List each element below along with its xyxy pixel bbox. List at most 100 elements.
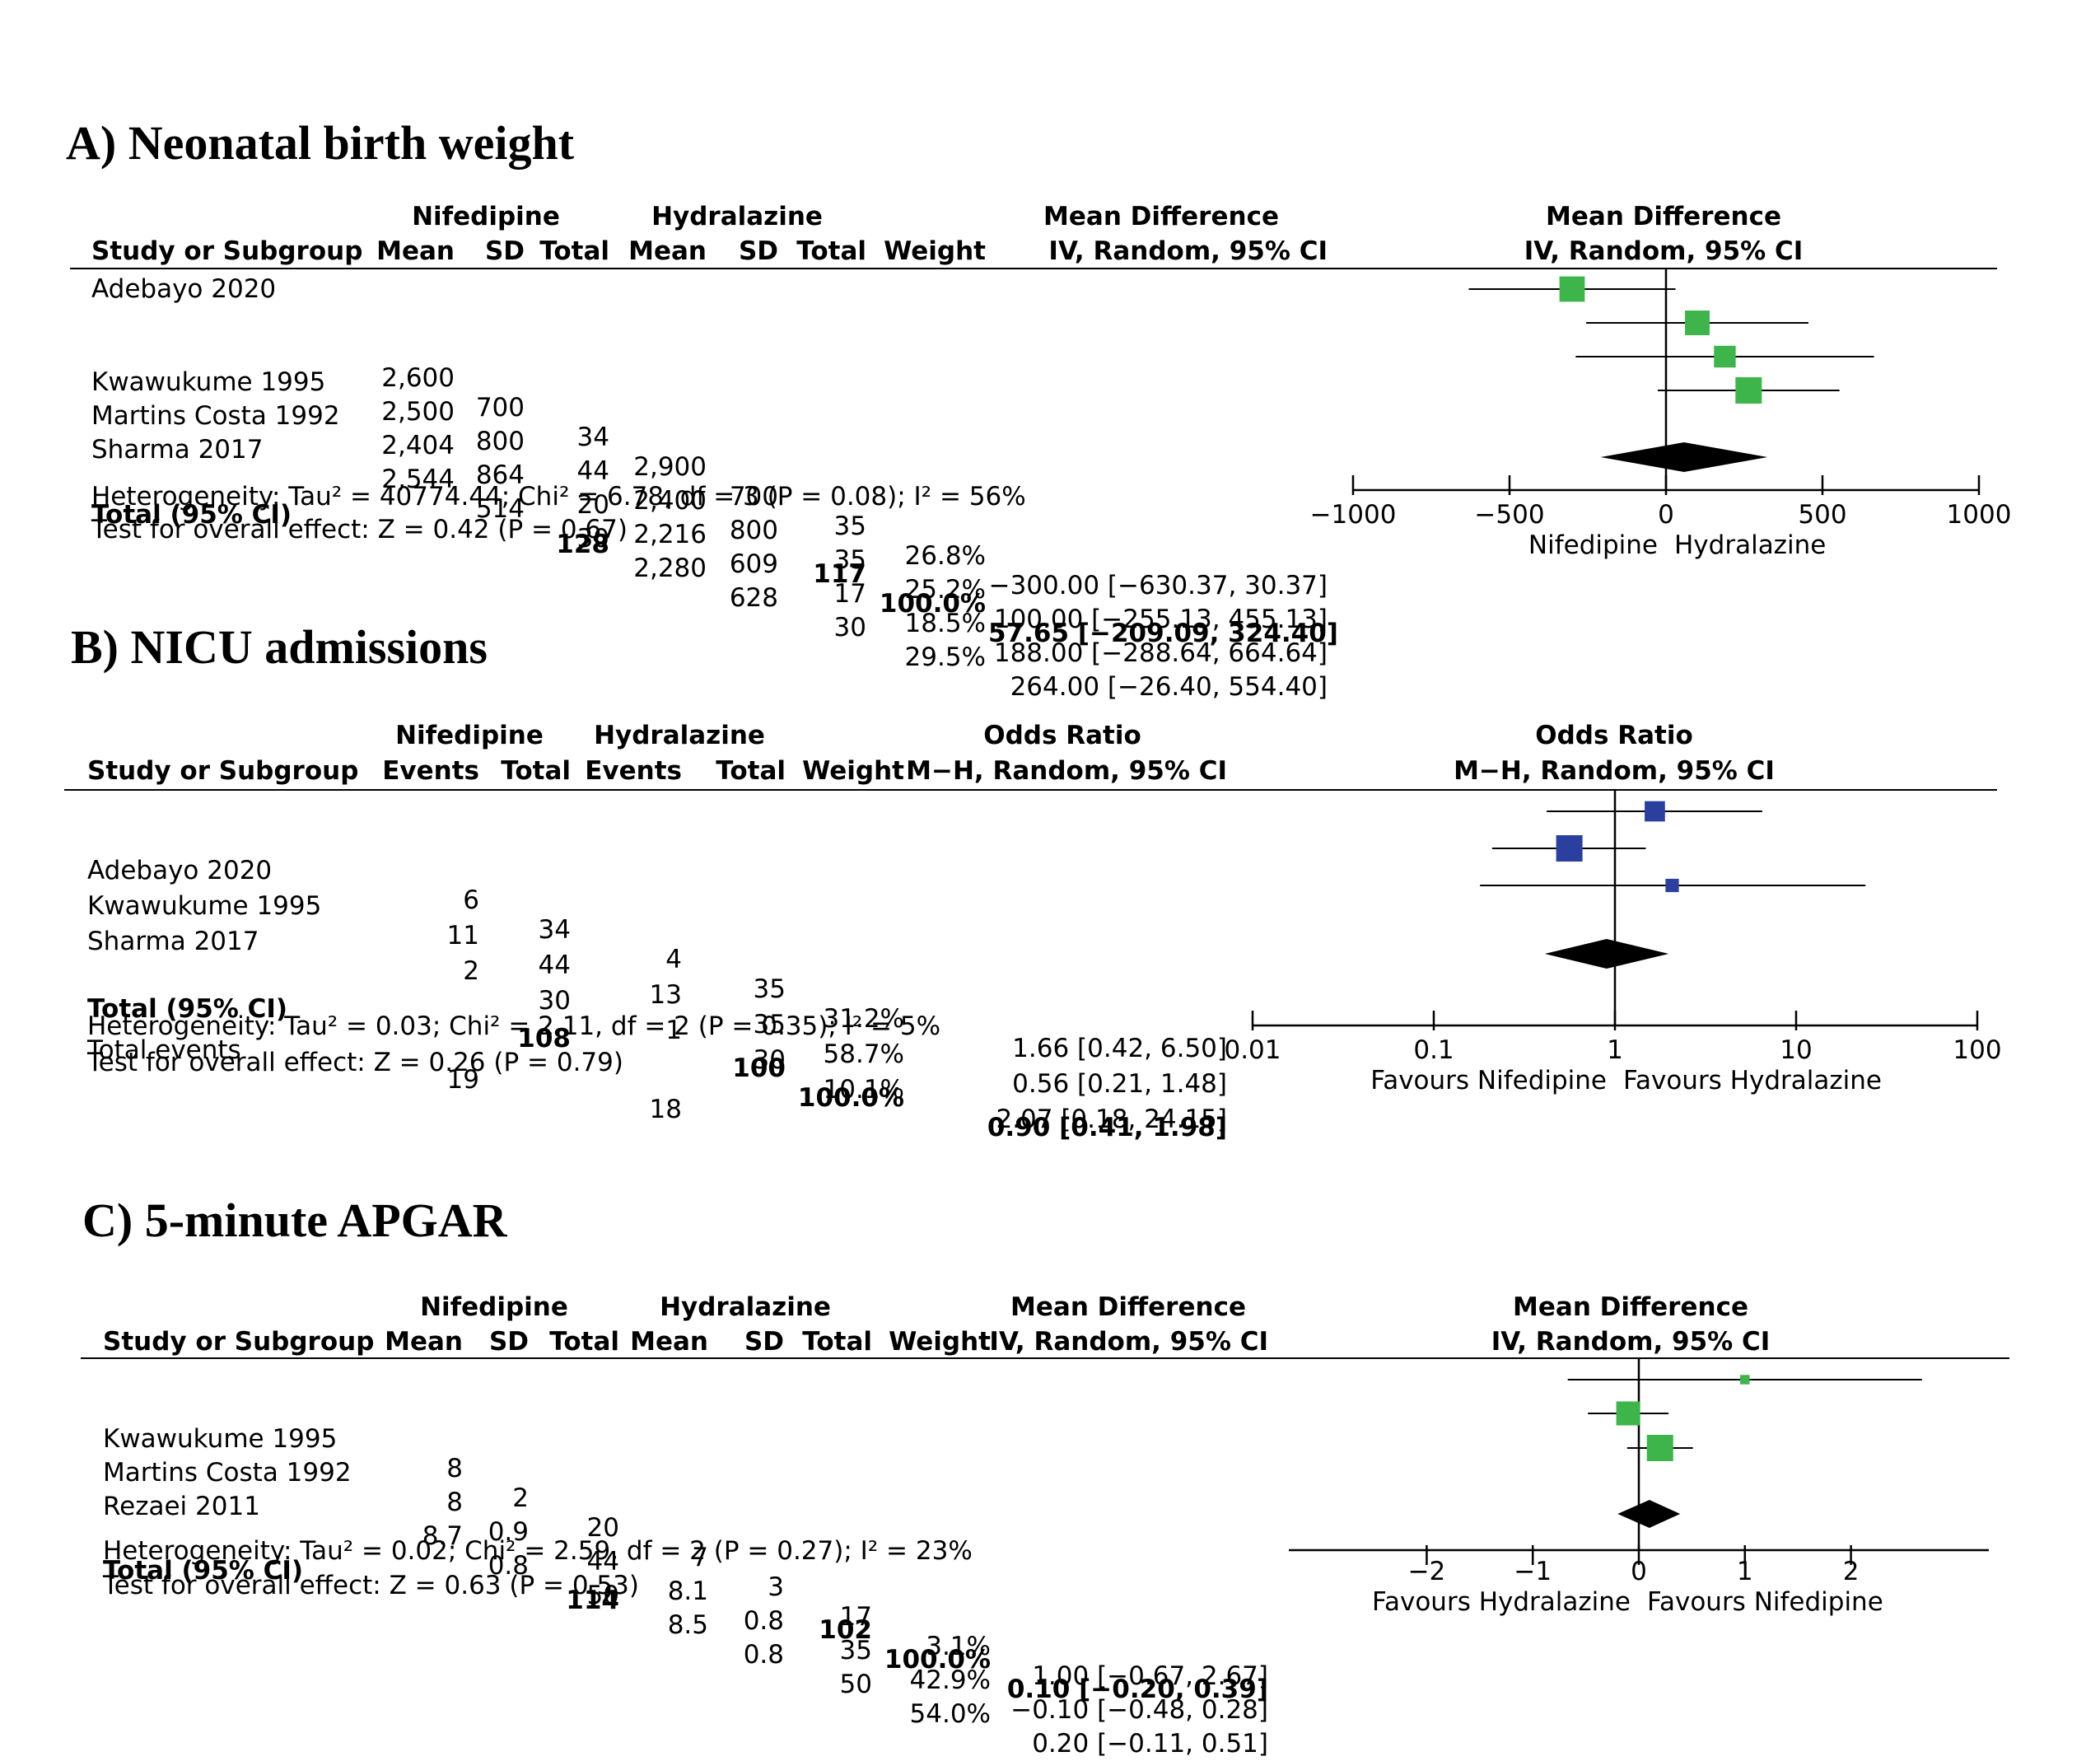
group2-header: Hydralazine bbox=[651, 202, 823, 231]
study-name: Kwawukume 1995 bbox=[103, 1424, 338, 1454]
effect-header-subtitle: IV, Random, 95% CI bbox=[1048, 236, 1328, 266]
g1-total-events: 19 bbox=[446, 1065, 479, 1095]
g1-total: 44 bbox=[576, 456, 609, 486]
effect-ci: 100.00 [−255.13, 455.13] bbox=[993, 605, 1328, 634]
g2-sd: 609 bbox=[729, 549, 778, 579]
heterogeneity-note: Heterogeneity: Tau² = 40774.44; Chi² = 6… bbox=[91, 482, 1026, 511]
x-tick-label: 1 bbox=[1607, 1035, 1623, 1065]
g1-total-header: Total bbox=[501, 756, 571, 786]
g2-events: 1 bbox=[665, 1016, 682, 1045]
g2-sd: 3 bbox=[768, 1572, 784, 1602]
x-tick-label: 500 bbox=[1798, 500, 1846, 530]
g1-sd: 700 bbox=[475, 393, 525, 423]
g2-mean: 8.1 bbox=[667, 1576, 708, 1606]
g1-sd: 0.8 bbox=[488, 1551, 529, 1581]
study-point bbox=[1685, 311, 1710, 335]
g2-total: 30 bbox=[833, 613, 866, 642]
g2-mean: 2,216 bbox=[633, 520, 707, 549]
g1-mean: 8.7 bbox=[422, 1521, 463, 1551]
g1-sd: 2 bbox=[512, 1483, 529, 1513]
plot-header-subtitle: M−H, Random, 95% CI bbox=[1454, 756, 1775, 786]
g1-total-header: Total bbox=[549, 1327, 619, 1357]
g1-sd: 800 bbox=[475, 427, 525, 456]
overall-effect-note: Test for overall effect: Z = 0.42 (P = 0… bbox=[91, 515, 628, 544]
plot-header-subtitle: IV, Random, 95% CI bbox=[1491, 1327, 1771, 1357]
g1-total: 34 bbox=[538, 915, 571, 945]
study-row: Martins Costa 1992 2,404 864 20 2,216 60… bbox=[0, 344, 1359, 666]
effect-header-title: Mean Difference bbox=[1010, 1292, 1246, 1322]
x-tick-label: 0.01 bbox=[1224, 1035, 1281, 1065]
group2-header: Hydralazine bbox=[594, 721, 765, 750]
study-row: Sharma 2017 2,544 514 30 2,280 628 30 29… bbox=[0, 378, 1359, 700]
study-point bbox=[1645, 801, 1665, 822]
effect-ci: 1.66 [0.42, 6.50] bbox=[1012, 1034, 1227, 1063]
total-weight: 100.0% bbox=[884, 1645, 991, 1675]
g2-total: 35 bbox=[833, 511, 866, 541]
study-name: Adebayo 2020 bbox=[87, 856, 273, 885]
x-tick-label: 2 bbox=[1843, 1557, 1860, 1586]
study-name: Adebayo 2020 bbox=[91, 274, 277, 304]
total-row: Total (95% CI) 128 117 100.0% 57.65 [−20… bbox=[0, 443, 1359, 647]
g2-events: 13 bbox=[649, 980, 682, 1010]
x-tick-label: −1 bbox=[1514, 1557, 1552, 1586]
weight: 25.2% bbox=[904, 575, 986, 605]
g1-events-header: Events bbox=[382, 756, 479, 786]
g2-sd: 0.8 bbox=[743, 1640, 784, 1670]
plot-header-title: Mean Difference bbox=[1546, 202, 1781, 231]
panel-a-table: Nifedipine Hydralazine Mean Difference M… bbox=[0, 0, 2100, 700]
panel-c-forest-plot: −2 −1 0 1 2 Favours Hydralazine Favours Nifedi… bbox=[1289, 1357, 1989, 1617]
g2-mean: 2,280 bbox=[633, 554, 707, 583]
weight: 18.5% bbox=[904, 609, 986, 638]
total-label: Total (95% CI) bbox=[103, 1556, 304, 1586]
g1-total-header: Total bbox=[539, 236, 609, 266]
favours-left-label: Nifedipine bbox=[1528, 530, 1658, 560]
g1-total: 30 bbox=[538, 986, 571, 1016]
effect-ci: 0.56 [0.21, 1.48] bbox=[1012, 1069, 1227, 1099]
plot-header-subtitle: IV, Random, 95% CI bbox=[1524, 236, 1804, 266]
g1-total: 44 bbox=[538, 951, 571, 980]
g2-mean: 2,900 bbox=[633, 452, 707, 482]
study-column-header: Study or Subgroup bbox=[87, 756, 359, 786]
g2-mean: 2,400 bbox=[633, 486, 707, 516]
study-point bbox=[1616, 1401, 1640, 1426]
weight: 31.2% bbox=[823, 1004, 904, 1034]
g2-total: 17 bbox=[839, 1602, 872, 1632]
x-tick-label: 1000 bbox=[1947, 500, 2012, 530]
pooled-diamond bbox=[1544, 939, 1669, 969]
study-point bbox=[1559, 276, 1585, 302]
study-name: Rezaei 2011 bbox=[103, 1492, 260, 1521]
group1-header: Nifedipine bbox=[395, 721, 544, 750]
g2-total: 50 bbox=[839, 1670, 872, 1699]
panel-b-forest-plot: 0.01 0.1 1 10 100 Favours Nifedipine Favours H… bbox=[1224, 789, 2002, 1095]
favours-right-label: Hydralazine bbox=[1674, 530, 1826, 560]
group2-header: Hydralazine bbox=[660, 1292, 831, 1322]
g2-sd: 628 bbox=[729, 583, 778, 613]
g1-mean-header: Mean bbox=[376, 236, 455, 266]
x-tick-label: 0 bbox=[1631, 1557, 1647, 1586]
panel-b-table: Nifedipine Hydralazine Odds Ratio Odds R… bbox=[0, 721, 1775, 1141]
total-row: Total (95% CI) 114 102 100.0% 0.10 [−0.2… bbox=[0, 1499, 1276, 1703]
effect-ci: 0.20 [−0.11, 0.51] bbox=[1032, 1729, 1268, 1759]
effect-header-subtitle: IV, Random, 95% CI bbox=[989, 1327, 1268, 1357]
study-point bbox=[1665, 878, 1679, 893]
g1-mean: 2,600 bbox=[381, 363, 455, 393]
g1-mean: 8 bbox=[446, 1488, 463, 1517]
effect-ci: 1.00 [−0.67, 2.67] bbox=[1032, 1661, 1268, 1691]
total-events-row: Total events 19 18 bbox=[0, 979, 1276, 1123]
study-row: Kwawukume 1995 11 44 13 35 58.7% 0.56 [0… bbox=[0, 834, 1276, 1097]
x-tick-label: −1000 bbox=[1310, 500, 1397, 530]
weight-header: Weight bbox=[802, 756, 904, 786]
effect-ci: 2.07 [0.18, 24.15] bbox=[996, 1105, 1227, 1134]
favours-left-label: Favours Nifedipine bbox=[1370, 1066, 1607, 1095]
g1-mean: 2,544 bbox=[381, 465, 455, 494]
pooled-diamond bbox=[1600, 442, 1768, 472]
group1-header: Nifedipine bbox=[420, 1292, 568, 1322]
g1-total: 50 bbox=[586, 1581, 619, 1610]
x-tick-label: 0 bbox=[1658, 500, 1674, 530]
g2-sd-header: SD bbox=[738, 236, 778, 266]
g2-sd: 800 bbox=[729, 516, 778, 545]
effect-ci: −300.00 [−630.37, 30.37] bbox=[988, 571, 1328, 600]
weight: 3.1% bbox=[926, 1632, 991, 1661]
g2-mean: 7 bbox=[692, 1543, 708, 1572]
g2-total: 35 bbox=[753, 974, 786, 1004]
